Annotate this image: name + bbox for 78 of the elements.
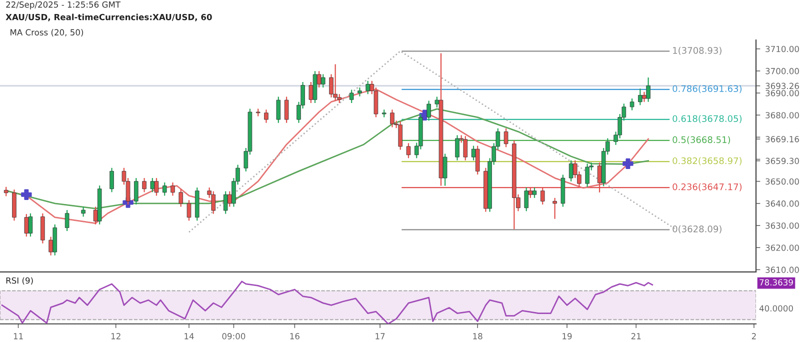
text: 78.3639 <box>760 279 793 286</box>
candlestick <box>398 120 402 150</box>
ref-line-label: 0.786(3691.63) <box>672 85 742 94</box>
point <box>622 158 634 170</box>
x-tick-label: 19 <box>562 333 572 340</box>
candlestick <box>28 212 33 238</box>
y-tick-label: 3700.00 <box>766 68 799 74</box>
y-tick-label: 3650.00 <box>766 178 799 185</box>
candlestick <box>142 177 146 193</box>
x-tick-label: 12 <box>111 333 120 340</box>
candlestick <box>504 128 508 148</box>
candlestick <box>406 142 411 159</box>
y-tick-label: 3693.26 <box>766 82 799 90</box>
candlestick <box>64 210 70 232</box>
ref-line-label: 0.382(3658.97) <box>672 157 742 166</box>
ref-line-label: 0.618(3678.05) <box>672 115 742 124</box>
y-tick-label: 3620.00 <box>766 244 799 251</box>
y-tick-label: 3610.00 <box>766 266 799 273</box>
candlestick <box>186 200 192 222</box>
candlestick <box>150 177 155 193</box>
candlestick <box>630 98 634 111</box>
x-tick-label: 14 <box>184 333 194 340</box>
candlestick <box>320 74 326 88</box>
candlestick <box>333 64 338 102</box>
point <box>21 189 32 200</box>
x-tick-label: 17 <box>376 333 385 340</box>
candlestick <box>552 197 557 220</box>
candlestick <box>532 186 537 198</box>
y-tick-label: 3630.00 <box>766 222 799 229</box>
x-tick-label: 11 <box>14 333 23 340</box>
candlestick <box>585 163 590 188</box>
x-tick-label: 16 <box>290 333 300 340</box>
candlestick <box>178 188 184 208</box>
candlestick <box>358 86 362 97</box>
chart-title: RSI (9) <box>6 277 33 285</box>
candlestick <box>455 134 460 161</box>
candlestick <box>463 136 468 161</box>
candlestick <box>81 206 86 218</box>
candlestick <box>162 182 167 196</box>
y-tick-label: 3680.00 <box>766 112 799 118</box>
candlestick <box>264 109 268 124</box>
candlestick <box>223 190 228 214</box>
x-tick-label: 21 <box>631 333 641 340</box>
candlestick <box>524 186 528 212</box>
chart-subtitle: MA Cross (20, 50) <box>10 29 84 36</box>
candlestick <box>349 89 354 104</box>
x-tick-label: 2 <box>752 333 756 340</box>
candlestick <box>170 182 175 196</box>
candlestick <box>426 100 431 122</box>
text: 22/Sep/2025 - 1:25:56 GMT <box>6 1 121 10</box>
text: 40.0000 <box>759 305 793 312</box>
candlestick <box>24 213 29 238</box>
candlestick <box>366 80 370 95</box>
candlestick <box>638 88 642 106</box>
candlestick <box>390 109 394 128</box>
chart-title: XAU/USD, Real-timeCurrencies:XAU/USD, 60 <box>6 14 212 22</box>
y-tick-label: 3659.30 <box>766 158 799 164</box>
candlestick <box>276 96 281 124</box>
candlestick <box>110 167 114 193</box>
ref-line-label: 1(3708.93) <box>673 46 722 55</box>
y-tick-label: 3669.16 <box>766 136 799 142</box>
candlestick <box>134 177 138 206</box>
ref-line-label: 0.236(3647.17) <box>672 183 742 192</box>
candlestick <box>211 190 216 214</box>
ref-line-label: 0(3628.09) <box>672 225 722 234</box>
candlestick <box>40 212 45 244</box>
candlestick <box>475 145 480 176</box>
candlestick <box>568 160 574 182</box>
candlestick <box>4 186 8 197</box>
ref-line-label: 0.5(3668.51) <box>672 136 730 144</box>
y-tick-label: 3710.00 <box>766 46 799 52</box>
y-tick-label: 3640.00 <box>766 200 799 207</box>
candlestick <box>284 96 289 124</box>
candlestick <box>154 177 159 196</box>
y-tick-label: 3690.00 <box>766 90 799 96</box>
candlestick <box>646 77 650 102</box>
x-tick-label: 18 <box>473 333 482 340</box>
x-tick-label: 09:00 <box>222 333 246 340</box>
